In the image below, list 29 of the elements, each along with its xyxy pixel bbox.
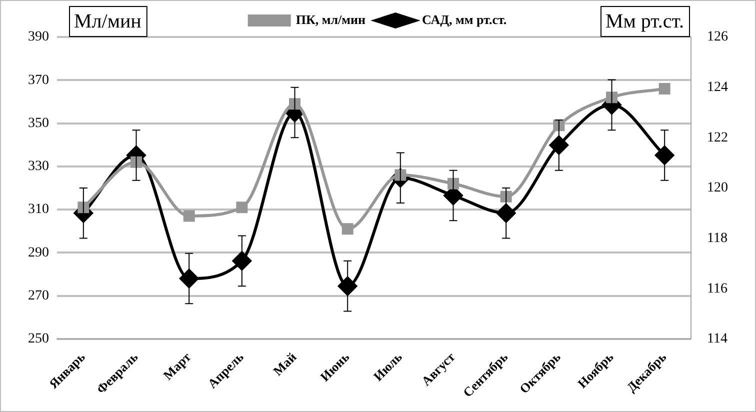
point <box>183 210 195 222</box>
point <box>655 146 674 165</box>
point <box>549 136 568 155</box>
y-axis-title: Мл/мин <box>74 10 142 32</box>
legend-label: САД, мм рт.ст. <box>422 12 507 27</box>
y-tick-label: 370 <box>28 72 49 88</box>
point <box>180 269 199 288</box>
point <box>658 83 670 94</box>
point <box>496 204 516 223</box>
y-tick-label: 270 <box>28 288 49 304</box>
y2-tick-label: 120 <box>707 180 728 196</box>
point <box>236 202 248 214</box>
y2-tick-label: 114 <box>707 332 728 347</box>
y2-tick-label: 116 <box>707 281 728 296</box>
y-tick-label: 330 <box>28 159 49 174</box>
y-tick-label: 310 <box>28 202 49 218</box>
y2-tick-label: 124 <box>707 80 728 95</box>
y2-tick-label: 118 <box>707 230 728 246</box>
y-tick-label: 390 <box>28 30 49 45</box>
y-tick-label: 250 <box>28 332 49 347</box>
y2-axis-title: Мм рт.ст. <box>605 10 684 32</box>
point <box>232 251 252 270</box>
y2-tick-label: 122 <box>707 130 728 146</box>
point <box>338 276 358 296</box>
point <box>342 223 354 235</box>
y2-tick-label: 126 <box>707 30 728 45</box>
y-tick-label: 290 <box>28 245 49 260</box>
legend-label: ПК, мл/мин <box>296 12 366 27</box>
y-tick-label: 350 <box>28 116 49 131</box>
